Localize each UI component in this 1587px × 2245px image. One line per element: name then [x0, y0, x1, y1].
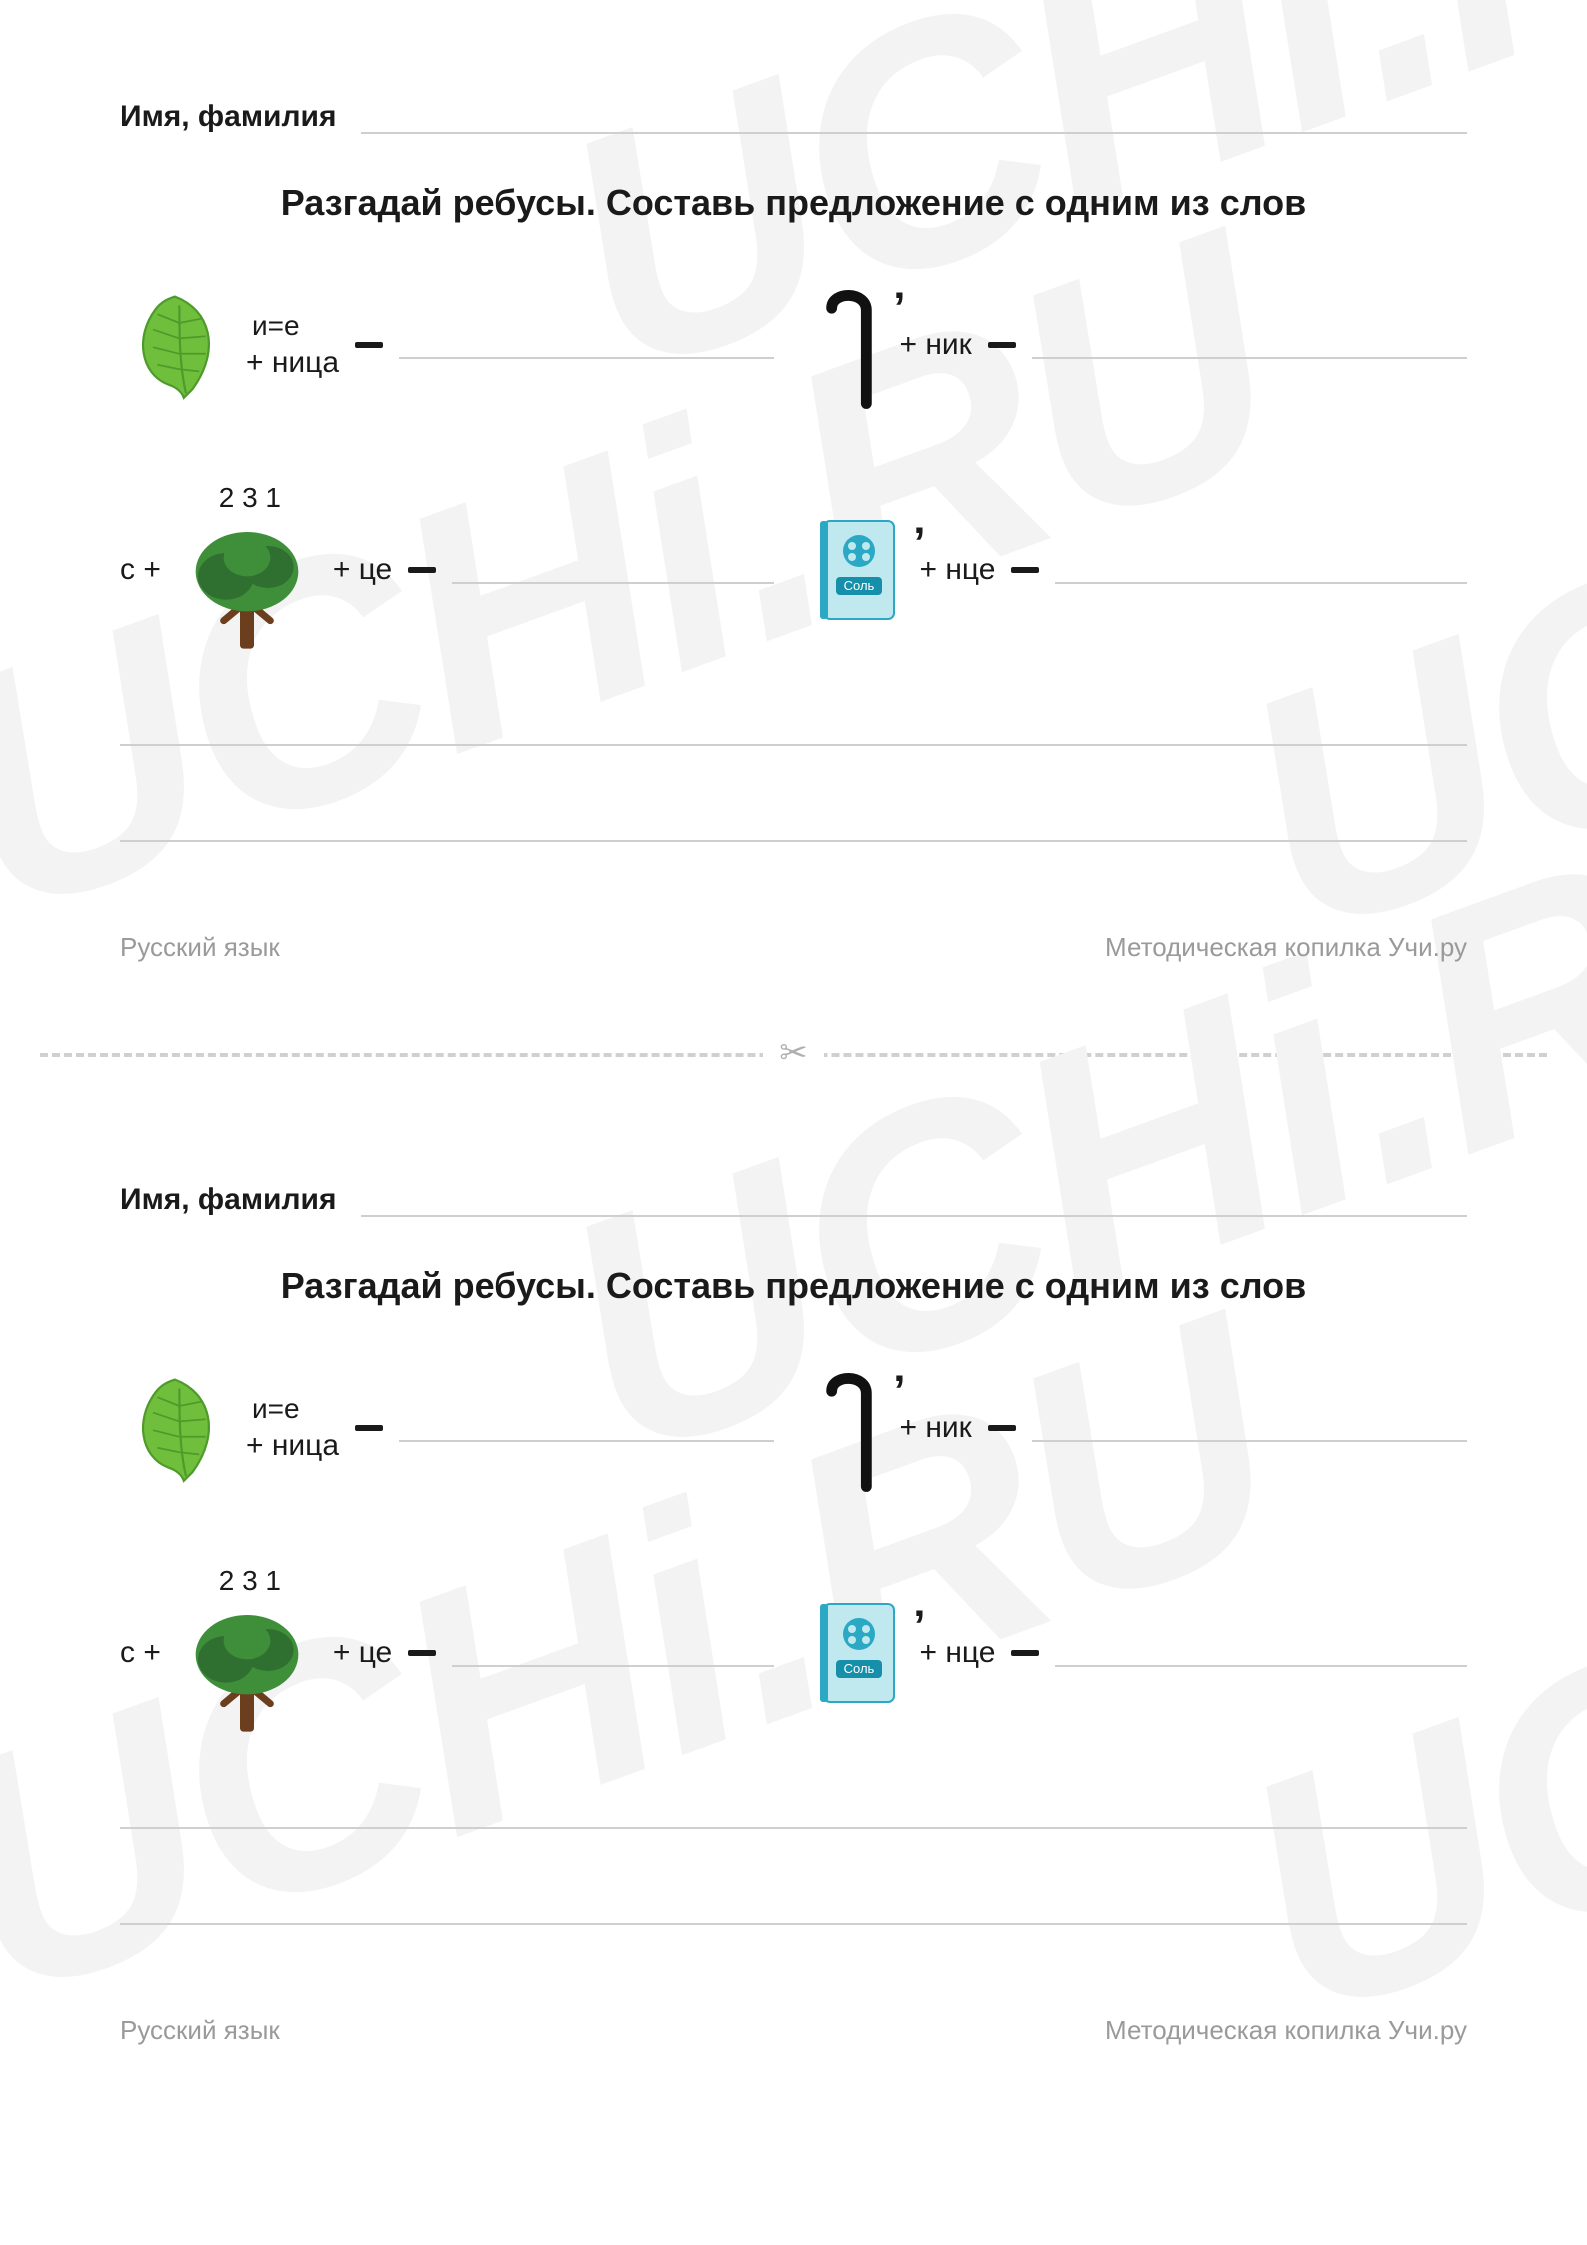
footer-subject: Русский язык — [120, 2015, 280, 2046]
name-input-line[interactable] — [361, 106, 1467, 134]
worksheet-card: UCHi.RU UCHi.RU UCHi.RU Имя, фамилия Раз… — [0, 1083, 1587, 2106]
footer-subject: Русский язык — [120, 932, 280, 963]
rebus-2-suffix: + ник — [900, 1411, 972, 1445]
worksheet-title: Разгадай ребусы. Составь предложение с о… — [120, 1265, 1467, 1307]
equals-dash — [1011, 567, 1039, 573]
salt-icon: Соль ‚ — [814, 515, 904, 625]
rebus-3-prefix: с + — [120, 553, 161, 587]
rebus-3-prefix: с + — [120, 1636, 161, 1670]
sentence-line-2[interactable] — [120, 802, 1467, 842]
rebus-1-suffix: + ница — [246, 1429, 339, 1463]
rebus-4: Соль ‚ + нце — [814, 1565, 1468, 1741]
cane-icon: ‚ — [814, 280, 884, 410]
rebus-2: ‚ + ник — [814, 1363, 1468, 1493]
rebus-grid: и=е + ница ‚ + ник — [120, 1363, 1467, 1741]
footer-source: Методическая копилка Учи.ру — [1105, 2015, 1467, 2046]
equals-dash — [408, 1650, 436, 1656]
equals-dash — [988, 342, 1016, 348]
name-label: Имя, фамилия — [120, 100, 337, 134]
rebus-4-suffix: + нце — [920, 1636, 996, 1670]
rebus-grid: и=е + ница ‚ + ник — [120, 280, 1467, 658]
rebus-4: Соль ‚ + нце — [814, 482, 1468, 658]
equals-dash — [988, 1425, 1016, 1431]
rebus-4-comma: ‚ — [913, 1580, 925, 1624]
rebus-1-answer[interactable] — [399, 331, 773, 359]
footer-source: Методическая копилка Учи.ру — [1105, 932, 1467, 963]
rebus-4-answer[interactable] — [1055, 556, 1467, 584]
footer: Русский язык Методическая копилка Учи.ру — [120, 932, 1467, 963]
scissors-icon: ✂ — [763, 1036, 824, 1070]
rebus-1: и=е + ница — [120, 280, 774, 410]
name-row: Имя, фамилия — [120, 100, 1467, 134]
worksheet-title: Разгадай ребусы. Составь предложение с о… — [120, 182, 1467, 224]
equals-dash — [355, 1425, 383, 1431]
rebus-1: и=е + ница — [120, 1363, 774, 1493]
rebus-4-suffix: + нце — [920, 553, 996, 587]
sentence-line-2[interactable] — [120, 1885, 1467, 1925]
footer: Русский язык Методическая копилка Учи.ру — [120, 2015, 1467, 2046]
rebus-2-suffix: + ник — [900, 328, 972, 362]
tree-icon — [177, 1601, 317, 1741]
sentence-line-1[interactable] — [120, 1789, 1467, 1829]
svg-text:Соль: Соль — [843, 1661, 874, 1676]
rebus-4-comma: ‚ — [913, 497, 925, 541]
salt-icon: Соль ‚ — [814, 1598, 904, 1708]
rebus-1-rule: и=е — [252, 310, 300, 342]
rebus-3-rule: 2 3 1 — [219, 482, 281, 514]
sentence-line-1[interactable] — [120, 706, 1467, 746]
leaf-icon — [120, 290, 230, 400]
salt-label-text: Соль — [843, 578, 874, 593]
rebus-3-suffix: + це — [333, 553, 392, 587]
rebus-2-comma: ‚ — [893, 1345, 905, 1389]
rebus-3-answer[interactable] — [452, 1639, 773, 1667]
rebus-1-suffix: + ница — [246, 346, 339, 380]
leaf-icon — [120, 1373, 230, 1483]
name-row: Имя, фамилия — [120, 1183, 1467, 1217]
cane-icon: ‚ — [814, 1363, 884, 1493]
rebus-2-answer[interactable] — [1032, 331, 1467, 359]
cut-line: ✂ — [40, 1023, 1547, 1083]
rebus-2-answer[interactable] — [1032, 1414, 1467, 1442]
tree-icon — [177, 518, 317, 658]
rebus-3-rule: 2 3 1 — [219, 1565, 281, 1597]
rebus-3: с + 2 3 1 — [120, 1565, 774, 1741]
rebus-3-answer[interactable] — [452, 556, 773, 584]
worksheet-card: UCHi.RU UCHi.RU UCHi.RU Имя, фамилия Раз… — [0, 0, 1587, 1023]
name-label: Имя, фамилия — [120, 1183, 337, 1217]
rebus-4-answer[interactable] — [1055, 1639, 1467, 1667]
name-input-line[interactable] — [361, 1189, 1467, 1217]
rebus-3: с + 2 3 1 — [120, 482, 774, 658]
equals-dash — [1011, 1650, 1039, 1656]
equals-dash — [408, 567, 436, 573]
rebus-1-rule: и=е — [252, 1393, 300, 1425]
equals-dash — [355, 342, 383, 348]
rebus-3-suffix: + це — [333, 1636, 392, 1670]
rebus-1-answer[interactable] — [399, 1414, 773, 1442]
rebus-2: ‚ + ник — [814, 280, 1468, 410]
rebus-2-comma: ‚ — [893, 262, 905, 306]
